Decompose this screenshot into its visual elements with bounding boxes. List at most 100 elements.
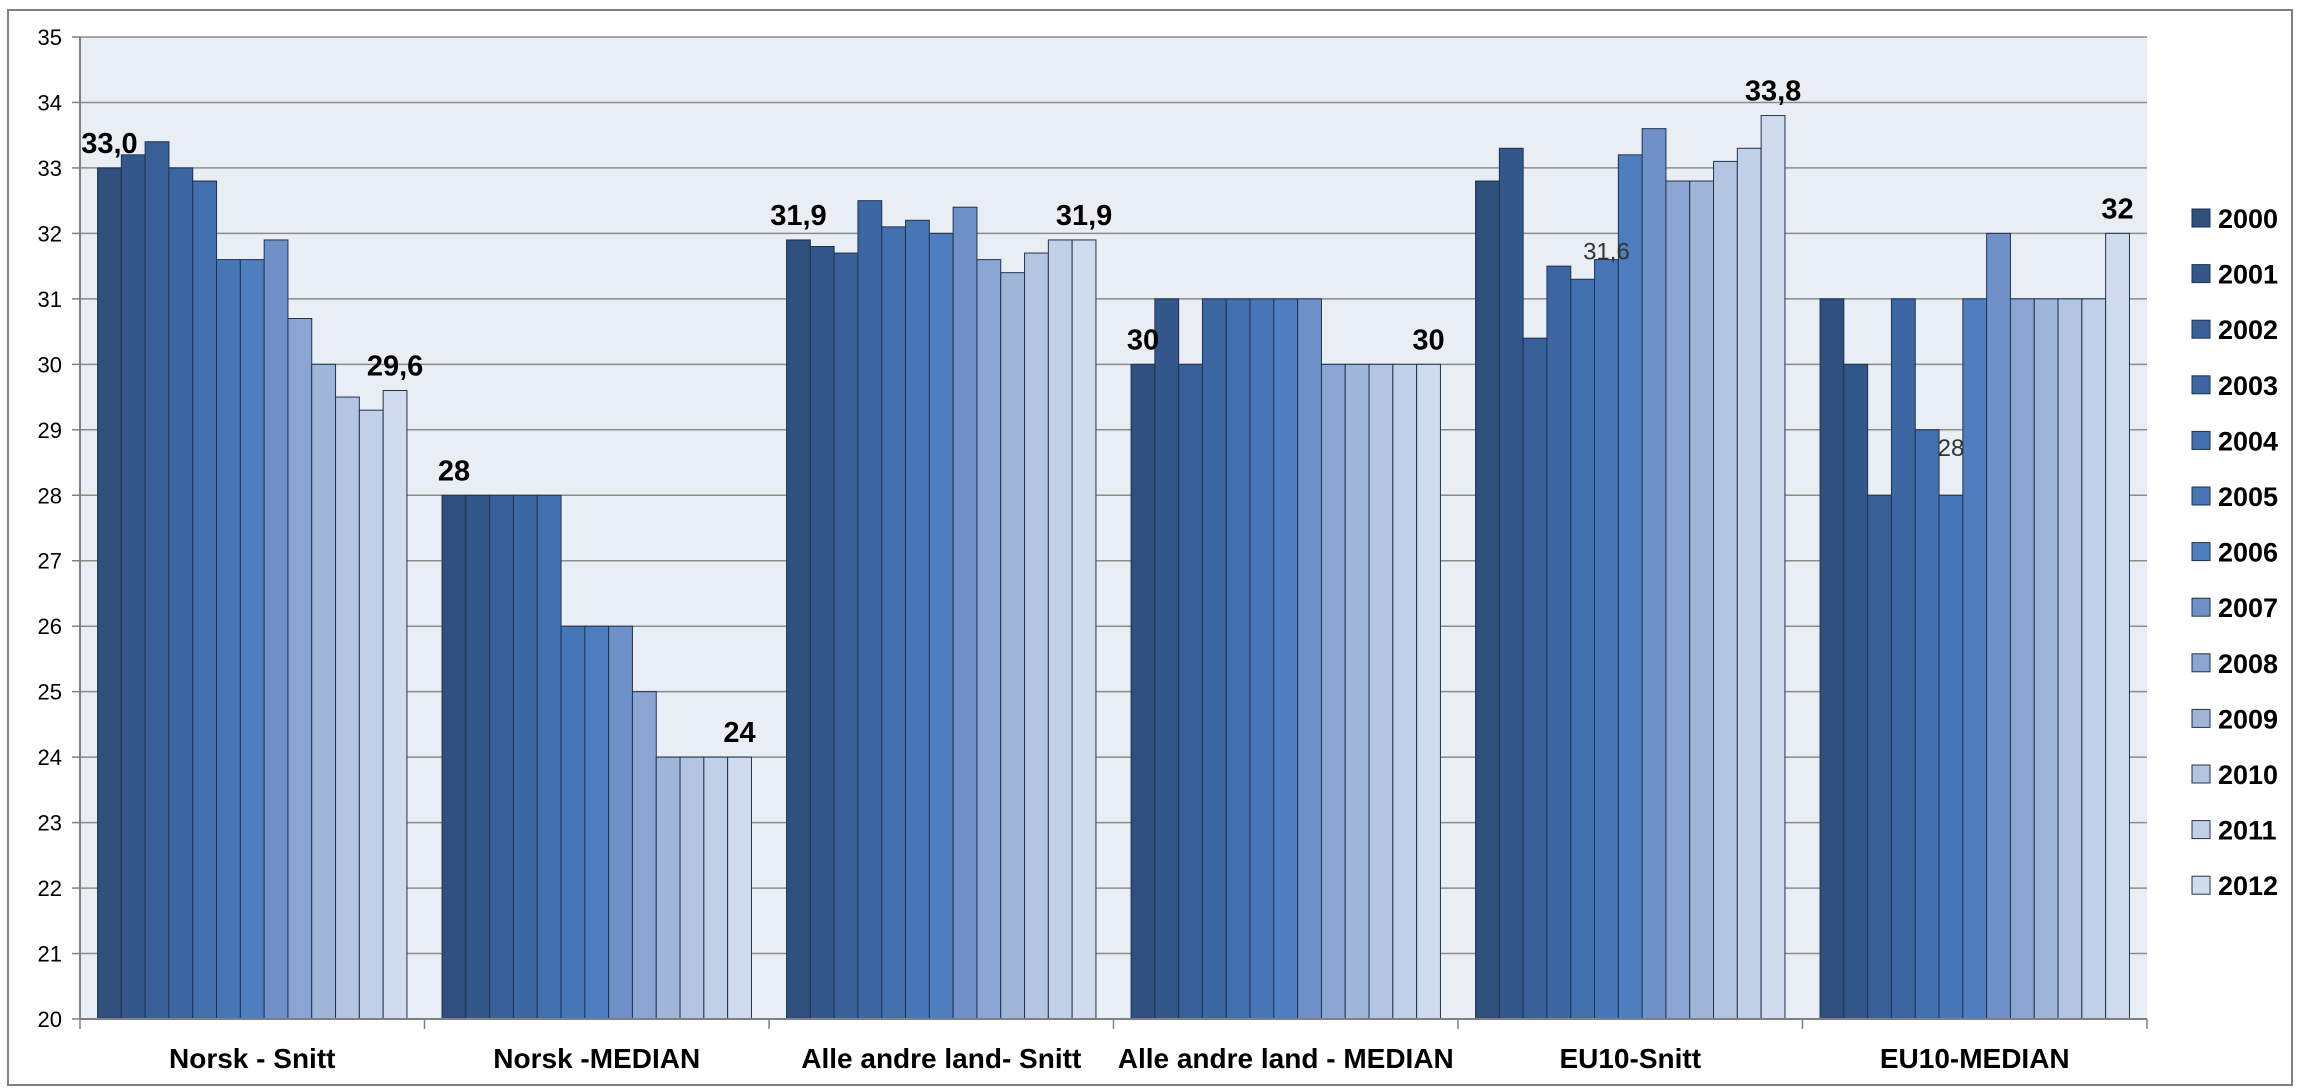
axes [79,37,2148,1029]
legend: 2000 2001 2002 2003 2004 2005 2006 2007 2008 2009… [2191,204,2278,901]
y-tick-label: 20 [38,1007,62,1032]
bar [168,167,194,1020]
bar [1986,232,2011,1020]
bar [1938,494,1964,1020]
bar [536,494,562,1020]
bar [335,396,360,1020]
legend-swatch [2191,319,2211,339]
bar [441,494,467,1020]
bar [1570,278,1596,1020]
data-label: 32 [2101,193,2133,225]
category-label: EU10-Snitt [1559,1043,1701,1074]
bar [786,239,811,1020]
legend-swatch [2191,375,2211,395]
bar [2105,232,2130,1020]
bar [1498,147,1524,1020]
y-tick-label: 22 [38,876,62,901]
bar [263,239,289,1020]
bar [928,232,954,1020]
data-label: 24 [723,717,755,749]
legend-label: 2012 [2218,871,2278,901]
legend-label: 2007 [2218,593,2278,623]
y-tick-label: 33 [38,156,62,181]
bar [1320,363,1346,1020]
bar [1890,298,1916,1020]
data-labels: 33,0 29,6 28 24 31,9 31,9 30 30 31,6 33,8 28 32 [81,76,2133,750]
y-tick-label: 23 [38,811,62,836]
data-label: 30 [1412,324,1444,356]
bar [1914,429,1940,1020]
y-tick-label: 25 [38,680,62,705]
bar [1047,239,1073,1020]
bar [2057,298,2083,1020]
y-tick-label: 31 [38,287,62,312]
legend-label: 2004 [2218,426,2278,456]
bar [1475,180,1500,1020]
y-tick-label: 34 [38,90,62,115]
bar [2081,298,2107,1020]
bar [1594,259,1619,1020]
bar [1962,298,1988,1020]
legend-label: 2008 [2218,649,2278,679]
bar [976,259,1002,1020]
bar [1368,363,1394,1020]
y-tick-label: 27 [38,549,62,574]
y-tick-label: 21 [38,942,62,967]
bar [1641,128,1667,1020]
bar [216,259,241,1020]
legend-swatch [2191,820,2211,840]
bar [1130,363,1156,1020]
bar [1867,494,1892,1020]
bar [358,409,384,1020]
bar [239,259,265,1020]
bar [1297,298,1322,1020]
bars [97,115,2130,1020]
bar [1249,298,1275,1020]
legend-label: 2000 [2218,204,2278,234]
data-label: 31,6 [1583,239,1630,266]
bar [1713,160,1738,1020]
bar [1843,363,1869,1020]
legend-swatch [2191,208,2211,228]
data-label: 33,0 [81,128,137,160]
data-label: 28 [438,455,470,487]
bar [727,756,752,1020]
bar [120,154,146,1020]
y-tick-label: 32 [38,221,62,246]
bar [287,318,313,1020]
data-label: 30 [1127,324,1159,356]
bar [905,219,930,1020]
bar [1522,337,1548,1020]
y-tick-label: 24 [38,745,62,770]
bar [1689,180,1715,1020]
bar [97,167,122,1020]
bar [1201,298,1227,1020]
bar [1665,180,1691,1020]
legend-label: 2005 [2218,482,2278,512]
legend-swatch [2191,542,2211,562]
legend-label: 2009 [2218,704,2278,734]
bar [1225,298,1251,1020]
bar [2033,298,2059,1020]
legend-label: 2011 [2218,816,2277,846]
bar [2009,298,2035,1020]
y-tick-label: 35 [38,25,62,50]
category-label: Norsk - Snitt [169,1043,335,1074]
category-label: Alle andre land - MEDIAN [1118,1043,1454,1074]
bar [881,226,907,1020]
y-tick-label: 29 [38,418,62,443]
bar [1736,147,1762,1020]
bar [1000,272,1026,1020]
bar [560,625,586,1020]
y-tick-label: 28 [38,483,62,508]
bar [952,206,978,1020]
legend-swatch [2191,875,2211,895]
bar [1154,298,1180,1020]
legend-swatch [2191,708,2211,728]
bar [679,756,705,1020]
legend-label: 2006 [2218,538,2278,568]
legend-label: 2003 [2218,371,2278,401]
bar [1617,154,1643,1020]
gridlines [72,36,2147,1020]
